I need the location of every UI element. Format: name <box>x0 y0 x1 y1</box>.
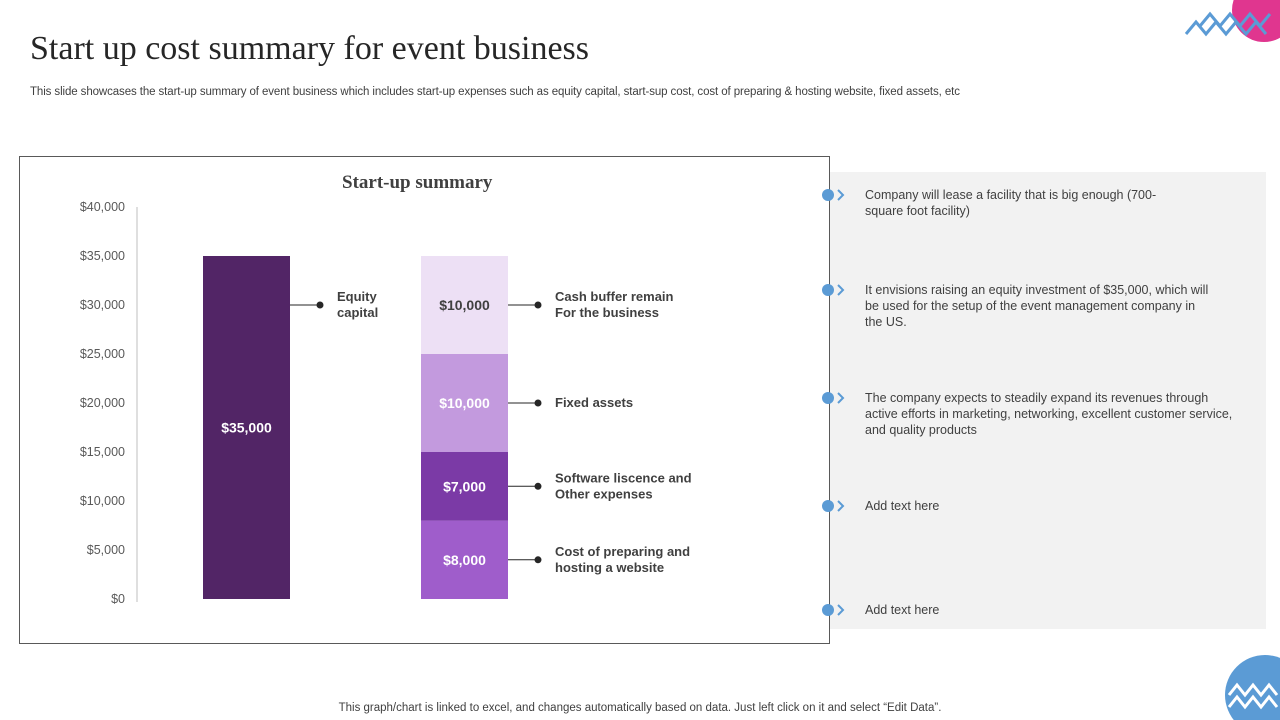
info-panel <box>830 172 1266 629</box>
callout-label: Software liscence and <box>555 470 692 485</box>
footer-note: This graph/chart is linked to excel, and… <box>338 702 942 714</box>
callout-label: hosting a website <box>555 560 664 575</box>
bullet-text: The company expects to steadily expand i… <box>865 391 1233 437</box>
bullet-chevron-icon <box>822 500 845 512</box>
y-tick-label: $35,000 <box>80 249 125 263</box>
bullet-text: Company will lease a facility that is bi… <box>865 188 1157 218</box>
y-tick-label: $15,000 <box>80 445 125 459</box>
callout-label: Cash buffer remain <box>555 289 674 304</box>
bar-segment <box>421 354 508 452</box>
y-tick-label: $20,000 <box>80 396 125 410</box>
bar-segment <box>421 256 508 354</box>
bullet-chevron-icon <box>822 604 845 616</box>
callout-dot <box>534 482 542 490</box>
bar-segment <box>421 452 508 521</box>
data-label: $8,000 <box>443 552 486 568</box>
slide-subtitle: This slide showcases the start-up summar… <box>30 86 960 98</box>
zigzag-decoration-icon <box>1184 0 1280 42</box>
bullet-text: Add text here <box>865 603 940 617</box>
bullet-chevron-icon <box>822 392 845 404</box>
callout-label: capital <box>337 305 378 320</box>
data-label: $10,000 <box>439 297 490 313</box>
y-tick-label: $25,000 <box>80 347 125 361</box>
y-tick-label: $0 <box>111 592 125 606</box>
bar-segment <box>203 256 290 599</box>
y-tick-label: $30,000 <box>80 298 125 312</box>
startup-summary-chart: $0 $5,000 $10,000 $15,000 $20,000 $25,000 $30,… <box>80 200 692 606</box>
bullet-chevron-icon <box>822 284 845 296</box>
callout-dot <box>534 556 542 564</box>
data-label: $10,000 <box>439 395 490 411</box>
bullet-text: Add text here <box>865 499 940 513</box>
wave-circle-decoration-icon <box>1225 655 1280 720</box>
chart-title: Start-up summary <box>342 172 493 193</box>
data-label: $7,000 <box>443 478 486 494</box>
data-label: $35,000 <box>221 420 272 436</box>
bullet-text: It envisions raising an equity investmen… <box>865 283 1209 329</box>
callout-label: Equity <box>337 289 377 304</box>
callout-dot <box>534 399 542 407</box>
callout-dot <box>316 301 324 309</box>
callout-label: Cost of preparing and <box>555 544 690 559</box>
slide-title: Start up cost summary for event business <box>30 30 590 67</box>
bar-segment <box>421 520 508 599</box>
callout-label: Fixed assets <box>555 395 633 410</box>
y-tick-label: $10,000 <box>80 494 125 508</box>
callout-label: Other expenses <box>555 486 653 501</box>
bullet-chevron-icon <box>822 189 845 201</box>
y-tick-label: $5,000 <box>87 543 125 557</box>
callout-dot <box>534 301 542 309</box>
y-tick-label: $40,000 <box>80 200 125 214</box>
callout-label: For the business <box>555 305 659 320</box>
